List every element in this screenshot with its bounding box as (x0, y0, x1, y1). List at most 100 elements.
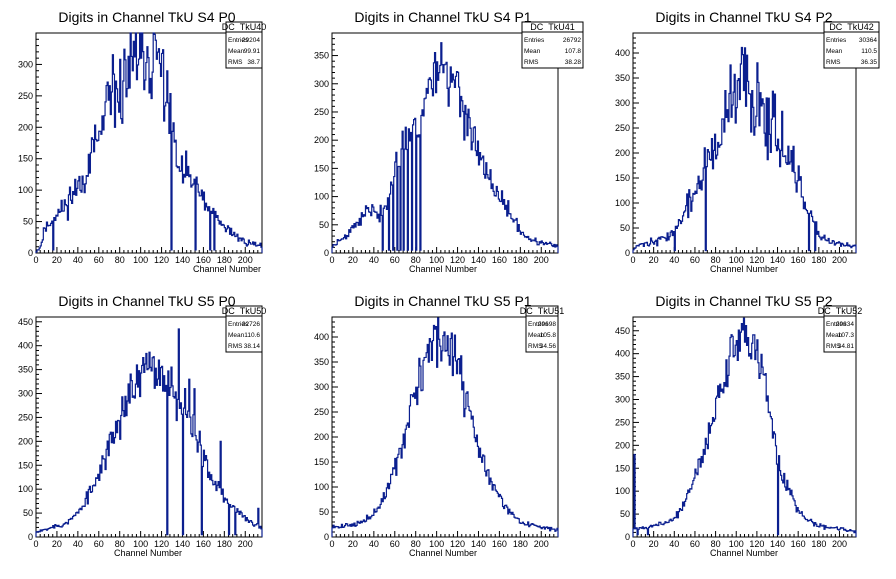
y-tick-label: 50 (23, 508, 33, 518)
x-tick-label: 40 (669, 255, 679, 265)
stats-name: DC_TkU50 (222, 306, 267, 316)
x-tick-label: 60 (94, 539, 104, 549)
x-axis-label: Channel Number (409, 264, 477, 274)
stats-name: DC_TkU41 (530, 22, 575, 32)
stats-key: Mean (528, 332, 545, 339)
stats-key: Entries (528, 321, 549, 328)
panel-tku-s5-p0: Digits in Channel TkU S5 P0 Channel Numb… (18, 293, 266, 558)
x-tick-label: 200 (534, 255, 549, 265)
x-tick-label: 160 (196, 255, 211, 265)
stats-name: DC_TkU40 (222, 22, 267, 32)
x-tick-label: 120 (154, 255, 169, 265)
stats-box: DC_TkU42 Entries 30364 Mean 110.5 RMS 36.35 (823, 21, 880, 69)
x-tick-label: 100 (729, 255, 744, 265)
y-tick-label: 350 (314, 51, 329, 61)
histogram-line (331, 317, 559, 537)
stats-value: 99.91 (244, 48, 261, 55)
x-tick-label: 40 (369, 539, 379, 549)
stats-value: 34.81 (838, 343, 855, 350)
stats-value: 32726 (242, 321, 260, 328)
x-tick-label: 120 (450, 539, 465, 549)
stats-key: RMS (524, 59, 539, 66)
y-tick-label: 200 (615, 148, 630, 158)
x-tick-label: 180 (217, 539, 232, 549)
stats-value: 107.3 (838, 332, 855, 339)
x-tick-label: 200 (534, 539, 549, 549)
x-tick-label: 80 (711, 539, 721, 549)
x-tick-label: 120 (749, 255, 764, 265)
x-axis-label: Channel Number (710, 264, 778, 274)
panel-title: Digits in Channel TkU S4 P1 (354, 9, 531, 25)
x-tick-label: 0 (33, 255, 38, 265)
stats-key: RMS (826, 59, 841, 66)
y-tick-label: 200 (18, 122, 33, 132)
stats-name: DC_TkU42 (829, 22, 874, 32)
x-tick-label: 20 (52, 539, 62, 549)
x-tick-label: 160 (791, 539, 806, 549)
stats-key: RMS (528, 343, 543, 350)
y-tick-label: 150 (615, 173, 630, 183)
y-tick-label: 150 (18, 460, 33, 470)
x-tick-label: 140 (471, 255, 486, 265)
x-tick-label: 100 (133, 539, 148, 549)
x-tick-label: 80 (711, 255, 721, 265)
y-tick-label: 150 (314, 457, 329, 467)
y-tick-label: 200 (314, 432, 329, 442)
y-tick-label: 0 (625, 532, 630, 542)
plot-frame (632, 316, 857, 538)
x-tick-label: 80 (411, 539, 421, 549)
y-tick-label: 100 (615, 198, 630, 208)
stats-key: Entries (826, 37, 847, 44)
x-axis-label: Channel Number (114, 548, 182, 558)
x-tick-label: 60 (690, 255, 700, 265)
panel-title: Digits in Channel TkU S5 P2 (655, 293, 832, 309)
x-tick-label: 80 (115, 255, 125, 265)
y-tick-label: 250 (615, 123, 630, 133)
x-tick-label: 180 (811, 539, 826, 549)
y-tick-label: 0 (324, 248, 329, 258)
y-tick-label: 400 (615, 48, 630, 58)
x-tick-label: 120 (154, 539, 169, 549)
y-tick-label: 250 (314, 407, 329, 417)
stats-frame (521, 21, 584, 69)
x-tick-label: 60 (390, 539, 400, 549)
stats-value: 30364 (859, 37, 877, 44)
y-tick-label: 100 (314, 192, 329, 202)
x-tick-label: 60 (94, 255, 104, 265)
x-tick-label: 20 (649, 539, 659, 549)
stats-value: 38.28 (565, 59, 582, 66)
stats-value: 29834 (836, 321, 854, 328)
y-tick-label: 300 (615, 98, 630, 108)
y-tick-label: 300 (18, 59, 33, 69)
panel-tku-s4-p0: Digits in Channel TkU S4 P0 Channel Numb… (18, 9, 266, 274)
stats-value: 29204 (242, 37, 260, 44)
stats-value: 38.14 (244, 343, 261, 350)
x-tick-label: 0 (630, 539, 635, 549)
x-tick-label: 60 (690, 539, 700, 549)
stats-value: 34.56 (540, 343, 557, 350)
stats-key: Entries (228, 321, 249, 328)
y-tick-label: 350 (18, 365, 33, 375)
stats-value: 107.8 (565, 48, 582, 55)
x-tick-label: 180 (513, 539, 528, 549)
stats-frame (225, 21, 263, 69)
panel-title: Digits in Channel TkU S4 P2 (655, 9, 832, 25)
panel-tku-s4-p2: Digits in Channel TkU S4 P2 Channel Numb… (615, 9, 880, 274)
x-tick-label: 80 (411, 255, 421, 265)
y-tick-label: 250 (615, 417, 630, 427)
x-tick-label: 0 (329, 539, 334, 549)
x-axis-label: Channel Number (710, 548, 778, 558)
x-tick-label: 0 (33, 539, 38, 549)
y-tick-label: 50 (620, 509, 630, 519)
x-tick-label: 0 (329, 255, 334, 265)
y-tick-label: 50 (620, 223, 630, 233)
x-tick-label: 140 (175, 539, 190, 549)
x-tick-label: 80 (115, 539, 125, 549)
y-tick-label: 0 (625, 248, 630, 258)
x-tick-label: 160 (492, 539, 507, 549)
y-tick-label: 300 (18, 389, 33, 399)
